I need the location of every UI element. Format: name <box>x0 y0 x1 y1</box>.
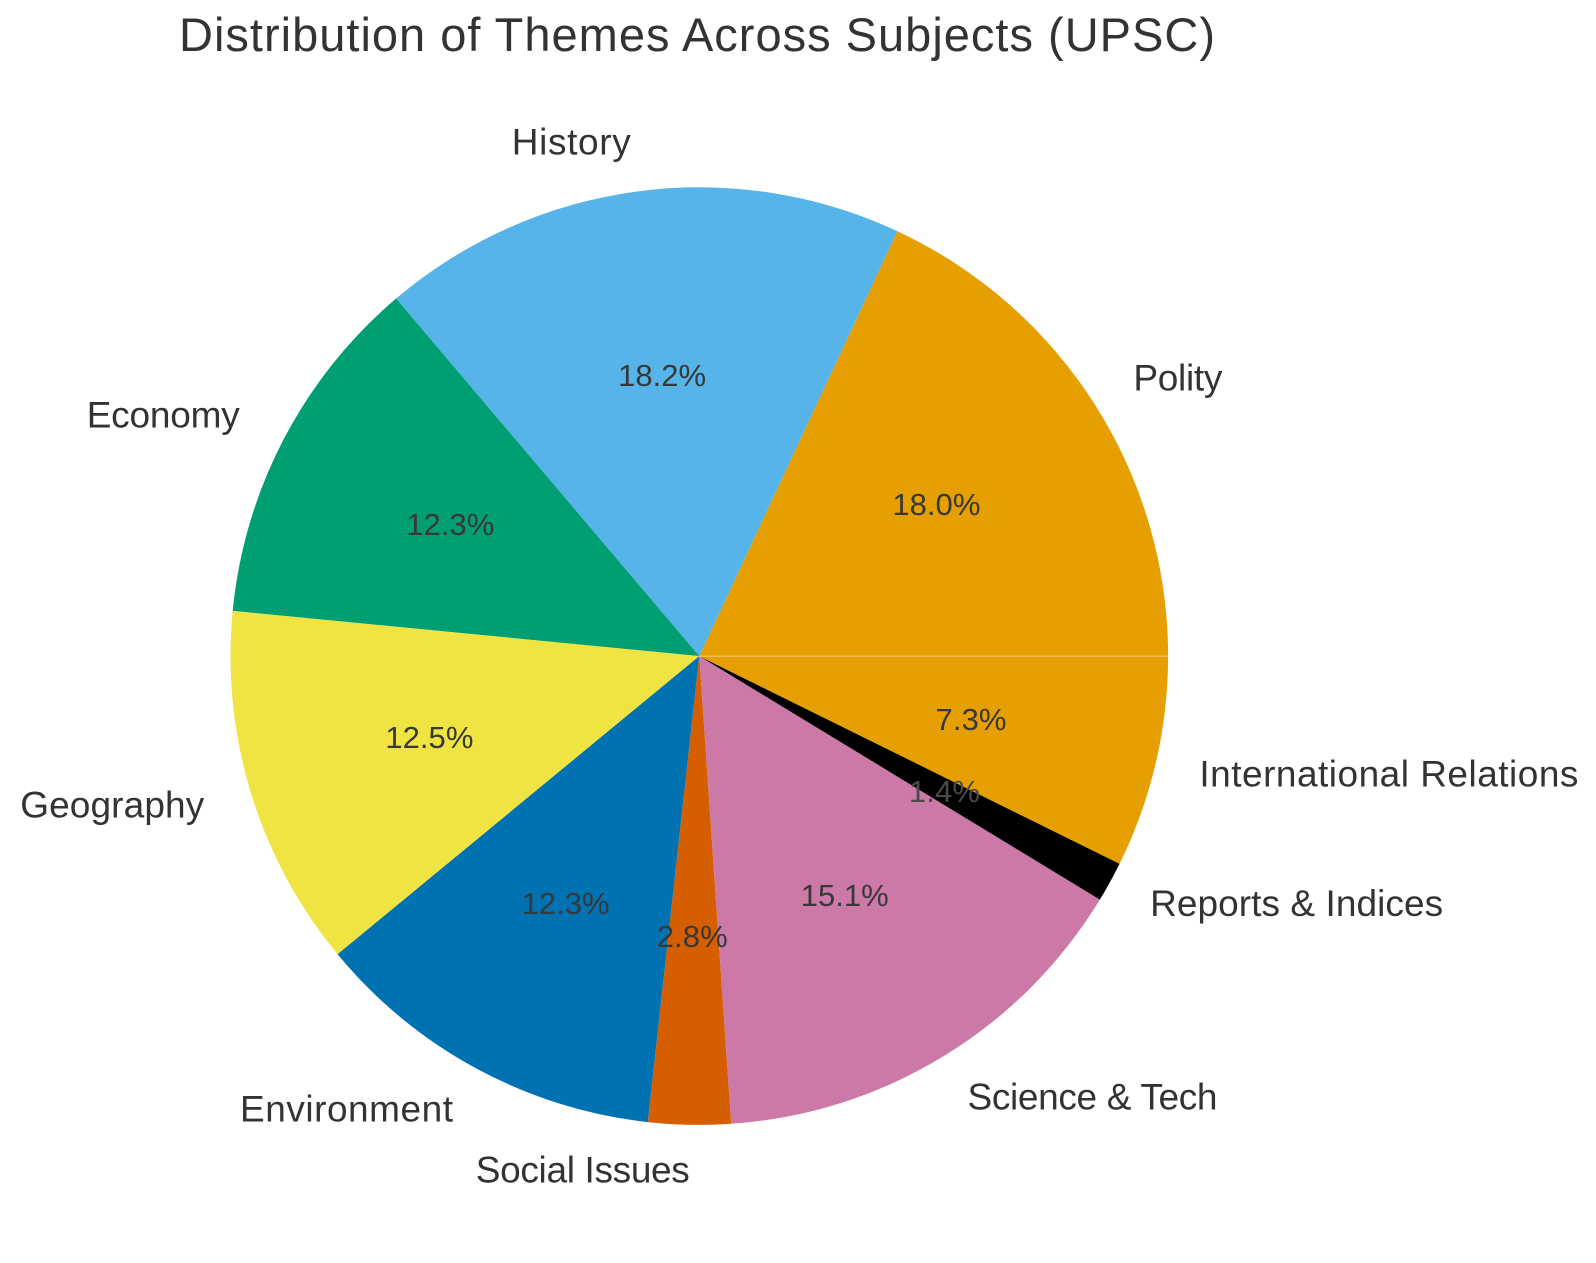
svg-text:Polity: Polity <box>1133 358 1223 399</box>
svg-text:12.5%: 12.5% <box>385 720 473 755</box>
svg-text:15.1%: 15.1% <box>801 878 889 913</box>
svg-text:Distribution of Themes Across: Distribution of Themes Across Subjects (… <box>179 8 1215 61</box>
svg-text:History: History <box>512 122 632 163</box>
svg-text:Economy: Economy <box>87 395 241 436</box>
svg-text:Geography: Geography <box>20 785 205 826</box>
svg-text:12.3%: 12.3% <box>522 886 610 921</box>
svg-text:18.0%: 18.0% <box>892 487 980 522</box>
svg-text:12.3%: 12.3% <box>406 507 494 542</box>
svg-text:Reports & Indices: Reports & Indices <box>1150 883 1443 924</box>
svg-text:International Relations: International Relations <box>1199 754 1578 795</box>
svg-text:Science & Tech: Science & Tech <box>968 1076 1218 1117</box>
svg-text:7.3%: 7.3% <box>936 702 1007 737</box>
svg-text:18.2%: 18.2% <box>618 358 706 393</box>
svg-text:1.4%: 1.4% <box>909 774 980 809</box>
svg-text:2.8%: 2.8% <box>657 919 728 954</box>
svg-text:Social Issues: Social Issues <box>476 1149 690 1190</box>
svg-text:Environment: Environment <box>240 1088 454 1129</box>
